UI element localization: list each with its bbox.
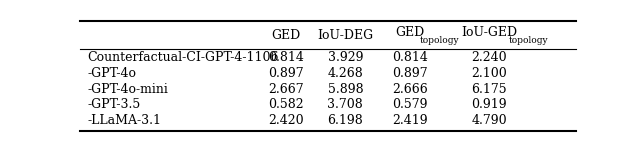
Text: 2.667: 2.667 xyxy=(268,83,303,96)
Text: 0.814: 0.814 xyxy=(392,51,428,64)
Text: -GPT-4o-mini: -GPT-4o-mini xyxy=(88,83,168,96)
Text: -LLaMA-3.1: -LLaMA-3.1 xyxy=(88,114,161,127)
Text: Counterfactual-CI-GPT-4-1106: Counterfactual-CI-GPT-4-1106 xyxy=(88,51,279,64)
Text: 6.198: 6.198 xyxy=(328,114,364,127)
Text: IoU-GED: IoU-GED xyxy=(461,26,517,39)
Text: 6.175: 6.175 xyxy=(472,83,507,96)
Text: 0.582: 0.582 xyxy=(268,98,303,111)
Text: 5.898: 5.898 xyxy=(328,83,363,96)
Text: 2.666: 2.666 xyxy=(392,83,428,96)
Text: GED: GED xyxy=(271,29,300,42)
Text: 0.579: 0.579 xyxy=(392,98,428,111)
Text: -GPT-3.5: -GPT-3.5 xyxy=(88,98,141,111)
Text: 0.919: 0.919 xyxy=(472,98,507,111)
Text: 2.419: 2.419 xyxy=(392,114,428,127)
Text: 0.897: 0.897 xyxy=(392,67,428,80)
Text: 0.897: 0.897 xyxy=(268,67,303,80)
Text: topology: topology xyxy=(420,36,460,45)
Text: 2.420: 2.420 xyxy=(268,114,303,127)
Text: IoU-DEG: IoU-DEG xyxy=(317,29,373,42)
Text: 2.240: 2.240 xyxy=(472,51,507,64)
Text: 2.100: 2.100 xyxy=(471,67,507,80)
Text: -GPT-4o: -GPT-4o xyxy=(88,67,136,80)
Text: 3.708: 3.708 xyxy=(328,98,364,111)
Text: 4.790: 4.790 xyxy=(472,114,507,127)
Text: 4.268: 4.268 xyxy=(328,67,364,80)
Text: topology: topology xyxy=(509,36,548,45)
Text: GED: GED xyxy=(396,26,424,39)
Text: 3.929: 3.929 xyxy=(328,51,363,64)
Text: 0.814: 0.814 xyxy=(268,51,304,64)
